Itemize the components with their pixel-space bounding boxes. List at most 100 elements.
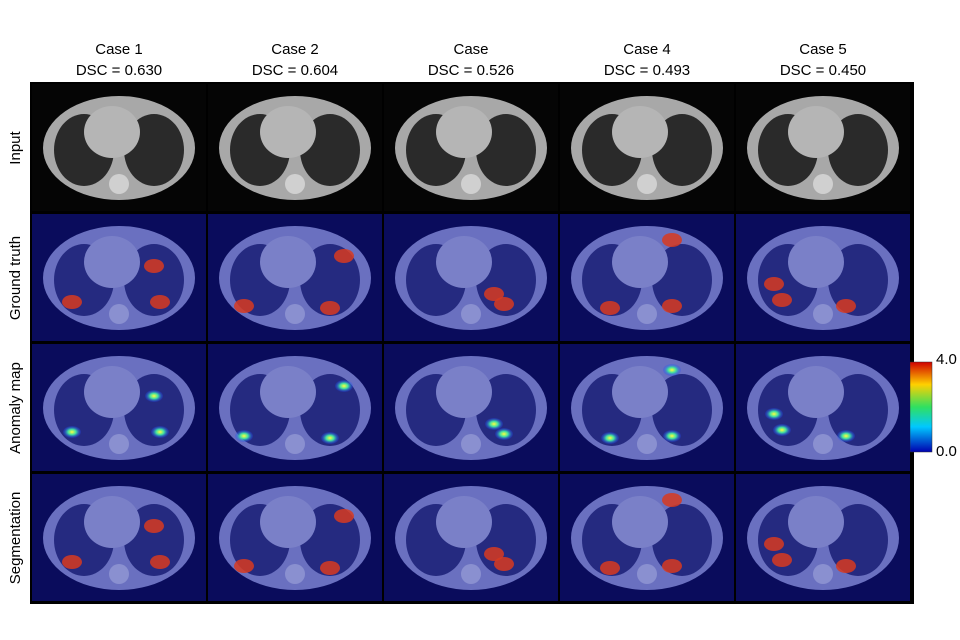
colorbar-max: 4.0 — [936, 351, 957, 368]
anomaly — [485, 418, 503, 430]
spine — [285, 434, 305, 454]
lesion — [334, 249, 354, 263]
heart — [788, 236, 844, 288]
row-label: Segmentation — [7, 492, 24, 585]
anomaly — [335, 380, 353, 392]
spine — [461, 174, 481, 194]
heart — [260, 236, 316, 288]
column-dsc: DSC = 0.493 — [604, 62, 690, 79]
anomaly — [765, 408, 783, 420]
column-title: Case 1 — [95, 41, 143, 58]
anomaly — [495, 428, 513, 440]
lesion — [234, 299, 254, 313]
spine — [637, 174, 657, 194]
anomaly — [145, 390, 163, 402]
heart — [84, 496, 140, 548]
ct-panel — [208, 84, 382, 211]
lesion — [144, 519, 164, 533]
anomaly — [63, 426, 81, 438]
spine — [109, 434, 129, 454]
spine — [637, 564, 657, 584]
anomaly — [663, 364, 681, 376]
lesion — [662, 493, 682, 507]
spine — [285, 174, 305, 194]
ct-panel — [736, 474, 910, 601]
lesion — [320, 301, 340, 315]
column-title: Case 4 — [623, 41, 671, 58]
spine — [813, 434, 833, 454]
column-dsc: DSC = 0.604 — [252, 62, 338, 79]
heart — [612, 106, 668, 158]
column-title: Case 2 — [271, 41, 319, 58]
anomaly — [663, 430, 681, 442]
heart — [612, 236, 668, 288]
ct-panel — [32, 474, 206, 601]
ct-panel — [736, 214, 910, 341]
heart — [436, 106, 492, 158]
heart — [436, 366, 492, 418]
column-dsc: DSC = 0.526 — [428, 62, 514, 79]
heart — [436, 236, 492, 288]
ct-panel — [736, 344, 910, 471]
lesion — [600, 301, 620, 315]
lesion — [662, 299, 682, 313]
lesion — [144, 259, 164, 273]
lesion — [764, 537, 784, 551]
heart — [84, 236, 140, 288]
anomaly — [235, 430, 253, 442]
lesion — [764, 277, 784, 291]
lesion — [62, 555, 82, 569]
row-label: Anomaly map — [7, 362, 24, 454]
spine — [637, 304, 657, 324]
lesion — [150, 555, 170, 569]
lesion — [772, 553, 792, 567]
lesion — [836, 559, 856, 573]
spine — [461, 564, 481, 584]
ct-panel — [208, 344, 382, 471]
heart — [436, 496, 492, 548]
ct-panel — [384, 474, 558, 601]
heart — [788, 366, 844, 418]
column-title: Case — [453, 41, 488, 58]
spine — [109, 304, 129, 324]
spine — [813, 304, 833, 324]
anomaly — [151, 426, 169, 438]
lesion — [234, 559, 254, 573]
heart — [260, 106, 316, 158]
ct-panel — [384, 84, 558, 211]
spine — [637, 434, 657, 454]
lesion — [484, 547, 504, 561]
heart — [612, 496, 668, 548]
heart — [84, 106, 140, 158]
ct-panel — [384, 344, 558, 471]
heart — [260, 366, 316, 418]
column-dsc: DSC = 0.630 — [76, 62, 162, 79]
lesion — [494, 297, 514, 311]
spine — [285, 564, 305, 584]
anomaly — [837, 430, 855, 442]
lesion — [600, 561, 620, 575]
spine — [813, 174, 833, 194]
lesion — [662, 233, 682, 247]
anomaly — [773, 424, 791, 436]
ct-panel — [384, 214, 558, 341]
lesion — [484, 287, 504, 301]
anomaly — [601, 432, 619, 444]
lesion — [836, 299, 856, 313]
spine — [109, 564, 129, 584]
ct-panel — [32, 344, 206, 471]
ct-panel — [32, 84, 206, 211]
lesion — [494, 557, 514, 571]
column-title: Case 5 — [799, 41, 847, 58]
ct-panel — [560, 84, 734, 211]
ct-panel — [560, 474, 734, 601]
heart — [260, 496, 316, 548]
heart — [788, 106, 844, 158]
spine — [109, 174, 129, 194]
heart — [84, 366, 140, 418]
ct-panel — [32, 214, 206, 341]
lesion — [334, 509, 354, 523]
lesion — [320, 561, 340, 575]
lesion — [62, 295, 82, 309]
